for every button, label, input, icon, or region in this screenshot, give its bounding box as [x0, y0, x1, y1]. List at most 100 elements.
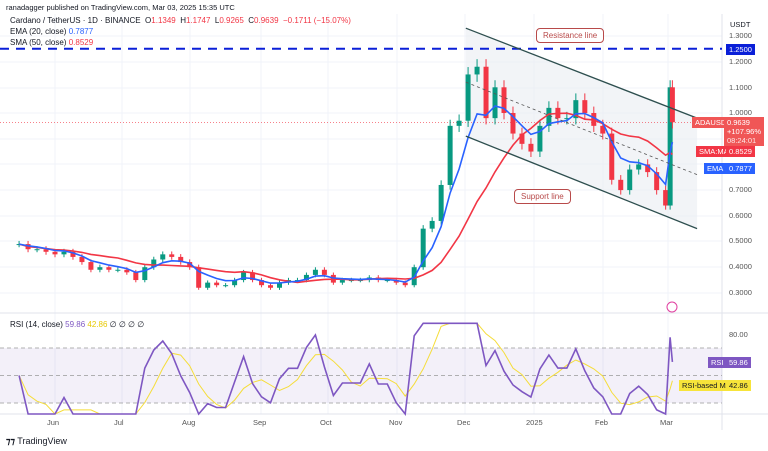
- time-tick: Sep: [253, 418, 267, 427]
- candle-body: [97, 267, 103, 270]
- candle-body: [61, 251, 67, 255]
- candle-body: [510, 113, 516, 134]
- publisher-line: ranadagger published on TradingView.com,…: [6, 3, 235, 12]
- candle-body: [537, 125, 543, 152]
- candle-body: [501, 87, 507, 113]
- rsi-ma-value-tag: 42.86: [726, 380, 751, 391]
- candle-body: [151, 259, 157, 268]
- candle-body: [277, 282, 282, 288]
- candle-body: [636, 164, 642, 170]
- candle-body: [303, 274, 309, 281]
- high-value: 1.1747: [185, 16, 211, 25]
- price-tick: 1.1000: [729, 83, 752, 92]
- candle-body: [492, 87, 498, 119]
- candle-body: [52, 251, 58, 255]
- candle-body: [438, 184, 444, 221]
- rsi-tick-80: 80.00: [729, 330, 748, 339]
- lightning-icon: [666, 301, 678, 313]
- support-line-annotation[interactable]: Support line: [514, 189, 571, 204]
- low-value: 0.9265: [219, 16, 244, 25]
- time-tick: Mar: [660, 418, 673, 427]
- price-tick: 0.5000: [729, 236, 752, 245]
- tradingview-logo[interactable]: ⁊⁊ TradingView: [6, 436, 67, 446]
- candle-body: [43, 249, 49, 252]
- symbol-tag: ADAUSDT: [692, 117, 734, 128]
- bar-countdown: 08:24:01: [727, 136, 757, 145]
- candle-body: [178, 256, 184, 263]
- candle-body: [645, 164, 651, 173]
- candle-body: [402, 282, 408, 286]
- price-tick: 0.3000: [729, 288, 752, 297]
- price-tick: 1.0000: [729, 108, 752, 117]
- high-label: H: [180, 16, 186, 25]
- last-price: 0.9639: [727, 118, 750, 127]
- time-tick: 2025: [526, 418, 543, 427]
- candle-body: [250, 272, 256, 281]
- candle-body: [214, 282, 220, 286]
- ema-price-tag: 0.7877: [726, 163, 755, 174]
- symbol-legend: Cardano / TetherUS · 1D · BINANCE O1.134…: [10, 16, 351, 25]
- candle-body: [124, 269, 130, 273]
- candle-body: [79, 256, 85, 263]
- candle-body: [232, 280, 238, 286]
- sma-label: SMA (50, close): [10, 38, 67, 47]
- change-value: −0.1711 (−15.07%): [282, 16, 351, 25]
- candle-body: [609, 133, 615, 180]
- candle-body: [259, 280, 265, 286]
- candle-body: [447, 125, 453, 185]
- candle-body: [160, 254, 166, 260]
- candle-body: [268, 285, 274, 288]
- currency-label[interactable]: USDT: [730, 20, 751, 29]
- candle-body: [483, 66, 489, 119]
- candle-body: [196, 267, 202, 288]
- ema-value: 0.7877: [68, 27, 94, 36]
- channel-upper-line: [465, 27, 698, 119]
- candle-body: [456, 120, 462, 126]
- ema-legend[interactable]: EMA (20, close) 0.7877: [10, 27, 93, 36]
- channel-fill: [465, 28, 698, 229]
- candle-body: [582, 100, 588, 113]
- close-label: C: [248, 16, 255, 25]
- candle-body: [205, 282, 211, 288]
- rsi-line: [18, 322, 674, 417]
- candle-body: [429, 220, 435, 229]
- percent-change: +107.96%: [727, 127, 761, 136]
- candle-body: [321, 269, 327, 275]
- open-label: O: [145, 16, 152, 25]
- candle-body: [627, 169, 633, 191]
- candle-body: [618, 179, 624, 191]
- time-tick: Feb: [595, 418, 608, 427]
- sma-legend[interactable]: SMA (50, close) 0.8529: [10, 38, 93, 47]
- candle-body: [564, 118, 570, 120]
- price-tick: 1.2000: [729, 57, 752, 66]
- sma-tag-label: SMA:MA: [696, 146, 732, 157]
- candle-body: [546, 107, 552, 126]
- candle-body: [654, 172, 660, 191]
- candle-body: [600, 125, 606, 134]
- time-tick: Dec: [457, 418, 471, 427]
- time-tick: Jun: [47, 418, 60, 427]
- last-price-tag: 0.9639 +107.96% 08:24:01: [724, 117, 764, 146]
- candle-body: [312, 269, 318, 275]
- candle-body: [519, 133, 525, 144]
- sma-price-tag: 0.8529: [726, 146, 755, 157]
- candle-body: [88, 262, 94, 270]
- rsi-legend[interactable]: RSI (14, close) 59.86 42.86 ∅ ∅ ∅ ∅: [10, 320, 144, 329]
- candle-body: [573, 100, 579, 119]
- candle-body: [241, 272, 247, 281]
- brand-name: TradingView: [17, 436, 67, 446]
- candle-body: [223, 285, 229, 287]
- rsi-value: 59.86: [65, 320, 86, 329]
- rsi-ma-tag-label: RSI-based MA: [679, 380, 734, 391]
- price-tick: 0.6000: [729, 211, 752, 220]
- candle-body: [70, 251, 76, 257]
- time-tick: Jul: [114, 418, 124, 427]
- resistance-line-annotation[interactable]: Resistance line: [536, 28, 605, 43]
- ema-tag-label: EMA: [704, 163, 727, 174]
- candle-body: [669, 87, 675, 123]
- candle-body: [169, 254, 175, 257]
- price-tick: 0.4000: [729, 262, 752, 271]
- candle-body: [187, 262, 193, 268]
- candle-body: [115, 269, 121, 271]
